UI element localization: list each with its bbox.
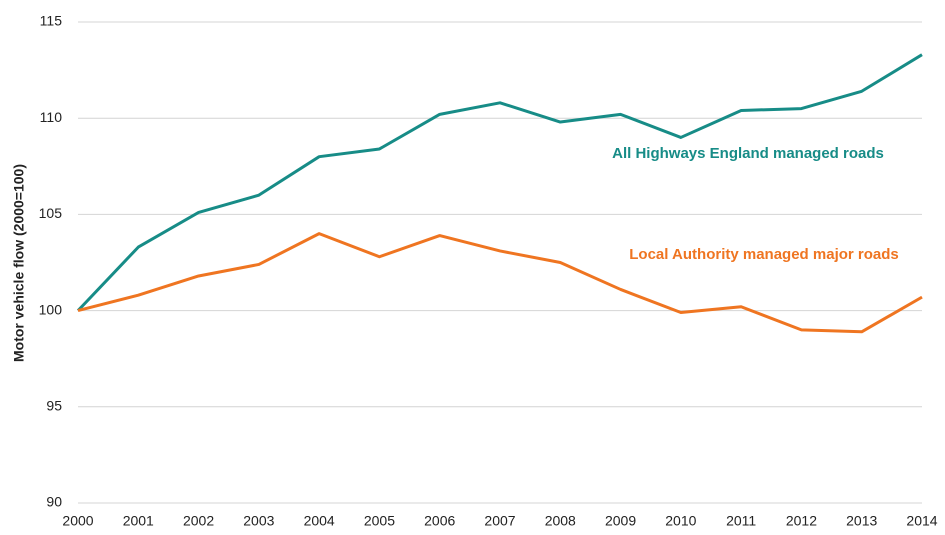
x-tick-label: 2002 bbox=[183, 513, 214, 529]
x-tick-label: 2003 bbox=[243, 513, 274, 529]
x-tick-label: 2008 bbox=[545, 513, 576, 529]
y-tick-label: 100 bbox=[39, 301, 63, 317]
x-tick-label: 2007 bbox=[484, 513, 515, 529]
x-tick-label: 2006 bbox=[424, 513, 455, 529]
y-axis-label: Motor vehicle flow (2000=100) bbox=[11, 164, 27, 362]
series-line bbox=[76, 53, 923, 312]
y-tick-label: 95 bbox=[46, 398, 62, 414]
y-tick-label: 115 bbox=[40, 13, 63, 29]
x-tick-label: 2005 bbox=[364, 513, 395, 529]
x-tick-label: 2001 bbox=[123, 513, 154, 529]
x-tick-label: 2011 bbox=[726, 513, 756, 529]
x-tick-label: 2009 bbox=[605, 513, 636, 529]
x-tick-label: 2013 bbox=[846, 513, 877, 529]
series-line bbox=[77, 232, 923, 334]
x-tick-label: 2004 bbox=[304, 513, 335, 529]
y-tick-label: 90 bbox=[46, 494, 62, 510]
y-tick-label: 105 bbox=[39, 205, 63, 221]
series-label: Local Authority managed major roads bbox=[629, 246, 899, 263]
x-tick-label: 2000 bbox=[62, 513, 93, 529]
series-label: All Highways England managed roads bbox=[612, 145, 884, 162]
x-tick-label: 2014 bbox=[906, 513, 937, 529]
y-tick-label: 110 bbox=[40, 109, 63, 125]
x-tick-label: 2010 bbox=[665, 513, 696, 529]
x-tick-label: 2012 bbox=[786, 513, 817, 529]
